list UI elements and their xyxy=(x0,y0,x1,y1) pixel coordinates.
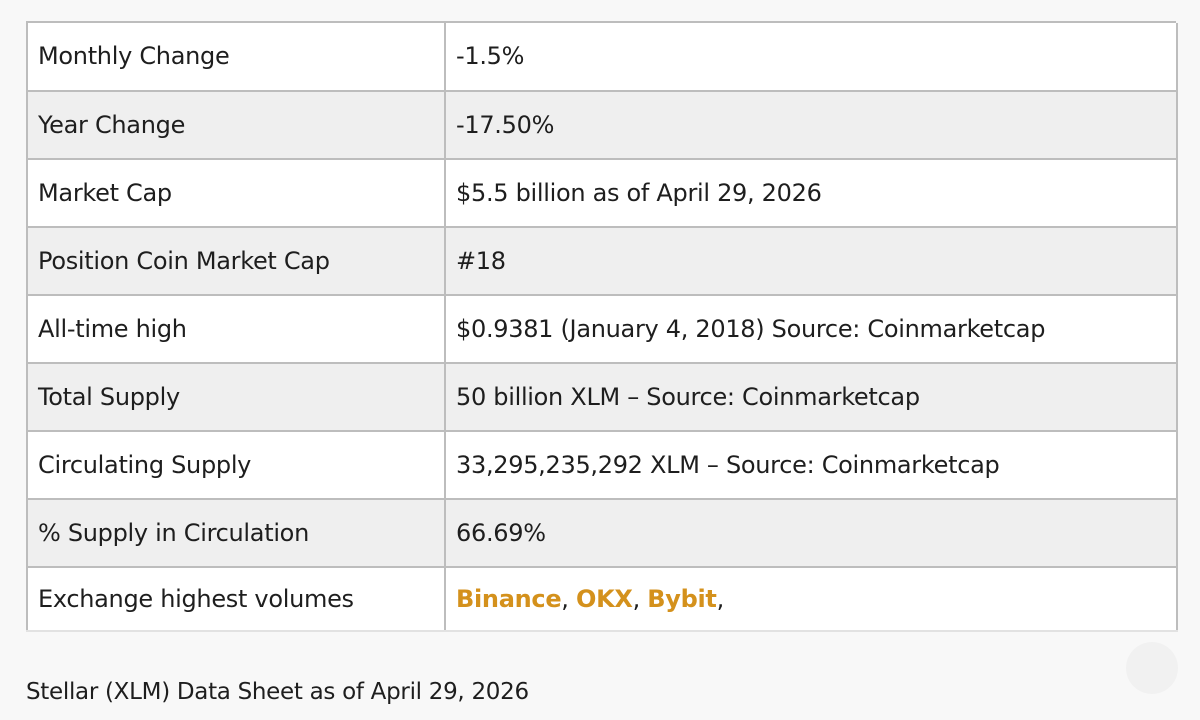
exchange-link-binance[interactable]: Binance xyxy=(456,584,562,613)
data-sheet-table-frame: Monthly Change -1.5% Year Change -17.50%… xyxy=(26,21,1178,632)
exchange-separator: , xyxy=(561,584,576,613)
table-row-market-cap: Market Cap $5.5 billion as of April 29, … xyxy=(26,159,1178,228)
row-label: Exchange highest volumes xyxy=(26,567,446,632)
table-row-total-supply: Total Supply 50 billion XLM – Source: Co… xyxy=(26,363,1178,432)
row-value: 50 billion XLM – Source: Coinmarketcap xyxy=(444,363,1178,432)
exchange-link-bybit[interactable]: Bybit xyxy=(647,584,717,613)
exchange-trailing-comma: , xyxy=(716,584,725,613)
row-label: All-time high xyxy=(26,295,446,364)
table-row-all-time-high: All-time high $0.9381 (January 4, 2018) … xyxy=(26,295,1178,364)
row-value: 66.69% xyxy=(444,499,1178,568)
row-label: Market Cap xyxy=(26,159,446,228)
table-row-monthly-change: Monthly Change -1.5% xyxy=(26,23,1178,92)
row-label: Monthly Change xyxy=(26,23,446,92)
row-value: #18 xyxy=(444,227,1178,296)
row-label: % Supply in Circulation xyxy=(26,499,446,568)
data-sheet-table: Monthly Change -1.5% Year Change -17.50%… xyxy=(26,23,1178,632)
row-value: $0.9381 (January 4, 2018) Source: Coinma… xyxy=(444,295,1178,364)
table-row-exchanges: Exchange highest volumes Binance, OKX, B… xyxy=(26,567,1178,632)
row-value: 33,295,235,292 XLM – Source: Coinmarketc… xyxy=(444,431,1178,500)
row-label: Year Change xyxy=(26,91,446,160)
row-value: -17.50% xyxy=(444,91,1178,160)
exchange-separator: , xyxy=(632,584,648,613)
row-value-exchanges: Binance, OKX, Bybit, xyxy=(444,567,1178,632)
table-row-circulating-supply: Circulating Supply 33,295,235,292 XLM – … xyxy=(26,431,1178,500)
row-value: -1.5% xyxy=(444,23,1178,92)
table-caption: Stellar (XLM) Data Sheet as of April 29,… xyxy=(26,679,529,705)
row-label: Total Supply xyxy=(26,363,446,432)
row-label: Circulating Supply xyxy=(26,431,446,500)
row-label: Position Coin Market Cap xyxy=(26,227,446,296)
corner-circle-button[interactable] xyxy=(1126,642,1178,694)
table-row-position: Position Coin Market Cap #18 xyxy=(26,227,1178,296)
exchange-link-okx[interactable]: OKX xyxy=(575,584,633,613)
row-value: $5.5 billion as of April 29, 2026 xyxy=(444,159,1178,228)
table-row-supply-in-circulation: % Supply in Circulation 66.69% xyxy=(26,499,1178,568)
table-row-year-change: Year Change -17.50% xyxy=(26,91,1178,160)
